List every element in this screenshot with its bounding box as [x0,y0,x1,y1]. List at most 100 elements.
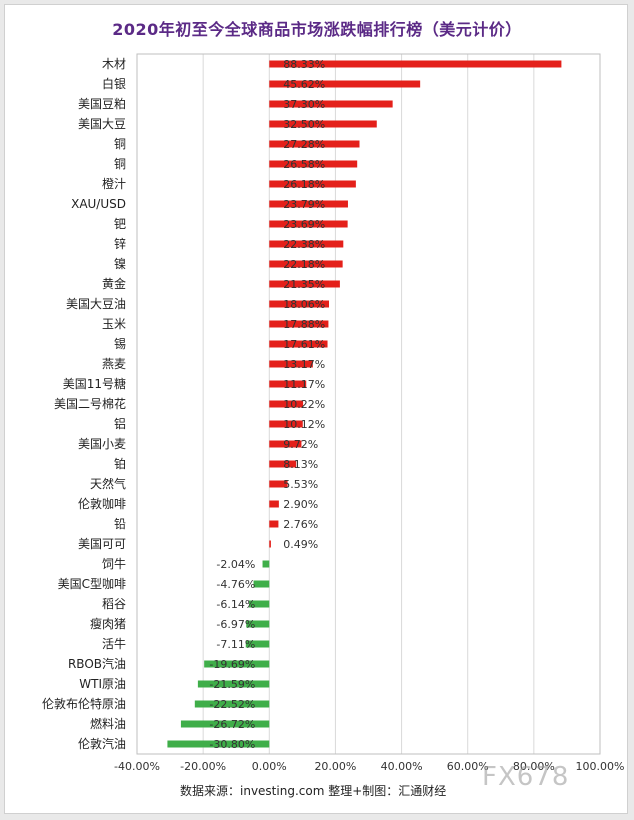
category-label: WTI原油 [79,677,126,691]
bar [269,380,307,388]
category-label: 橙汁 [102,176,126,191]
category-label: 铜 [114,136,126,151]
category-label: 美国豆粕 [78,96,126,111]
category-label: 美国11号糖 [63,376,126,391]
x-tick-label: 40.00% [381,760,423,773]
watermark: FX678 [482,762,570,792]
bar [269,280,340,288]
bar [269,540,271,548]
data-label: 11.17% [283,378,325,391]
bar [197,680,270,688]
category-label: 铝 [114,416,126,431]
data-label: 5.53% [283,478,318,491]
bar [248,600,270,608]
x-tick-label: 100.00% [576,760,625,773]
bar [269,220,348,228]
bar [269,120,377,128]
bar [269,180,356,188]
category-label: 美国C型咖啡 [58,576,126,591]
data-label: 88.33% [283,58,325,71]
category-label: 天然气 [90,476,126,491]
data-label: 32.50% [283,118,325,131]
bar [269,100,393,108]
bar [204,660,270,668]
category-label: 燕麦 [102,357,126,371]
x-tick-label: -20.00% [180,760,226,773]
data-label: 10.22% [283,398,325,411]
data-label: 22.18% [283,258,325,271]
x-tick-label: 60.00% [447,760,489,773]
category-label: 玉米 [102,317,126,331]
category-label: 镍 [114,257,126,271]
category-label: 木材 [102,57,126,71]
category-label: RBOB汽油 [68,656,126,671]
data-label: -21.59% [209,678,255,691]
bar [269,140,360,148]
category-label: 黄金 [102,276,126,291]
category-label: 铅 [114,517,126,531]
bar [194,700,270,708]
bar [269,400,304,408]
bar [269,300,330,308]
data-label: -6.14% [216,598,255,611]
data-label: -4.76% [216,578,255,591]
bar [269,320,329,328]
data-label: 17.61% [283,338,325,351]
category-label: 饲牛 [102,556,126,571]
bar [269,420,303,428]
category-label: 瘦肉猪 [90,616,126,631]
bar [262,560,270,568]
x-tick-label: 20.00% [314,760,356,773]
category-label: 伦敦布伦特原油 [42,696,126,711]
category-label: XAU/USD [71,197,126,211]
plot-area [136,53,601,755]
category-label: 锌 [114,237,126,251]
data-label: -30.80% [209,738,255,751]
data-label: 26.18% [283,178,325,191]
bar [167,740,270,748]
x-tick-label: -40.00% [114,760,160,773]
category-label: 伦敦咖啡 [78,496,126,511]
bar [269,500,279,508]
category-label: 锡 [114,336,126,351]
category-label: 燃料油 [90,716,126,731]
bar [269,260,343,268]
category-label: 铂 [114,456,126,471]
data-label: 23.69% [283,218,325,231]
data-label: -7.11% [216,638,255,651]
category-label: 美国小麦 [78,437,126,451]
bar [269,520,279,528]
x-tick-label: 80.00% [513,760,555,773]
category-label: 稻谷 [102,597,126,611]
data-label: 9.72% [283,438,318,451]
bar [269,460,297,468]
bar [269,240,344,248]
category-label: 铜 [114,156,126,171]
data-label: -26.72% [209,718,255,731]
category-label: 伦敦汽油 [78,736,126,751]
data-label: -2.04% [216,558,255,571]
bar [253,580,270,588]
bar [269,80,421,88]
bar [245,640,270,648]
data-label: -22.52% [209,698,255,711]
bar [269,480,288,488]
chart-title: 2020年初至今全球商品市场涨跌幅排行榜（美元计价） [112,20,522,39]
category-label: 美国大豆油 [66,297,126,311]
data-label: 8.13% [283,458,318,471]
bar [269,200,348,208]
data-label: -19.69% [209,658,255,671]
data-label: 17.88% [283,318,325,331]
x-tick-label: 0.00% [252,760,287,773]
data-label: 2.90% [283,498,318,511]
category-label: 活牛 [102,636,126,651]
chart-panel [4,4,628,814]
data-label: 22.38% [283,238,325,251]
data-label: 37.30% [283,98,325,111]
category-label: 美国二号棉花 [54,396,126,411]
bar [269,340,328,348]
data-label: 18.06% [283,298,325,311]
data-label: 13.17% [283,358,325,371]
